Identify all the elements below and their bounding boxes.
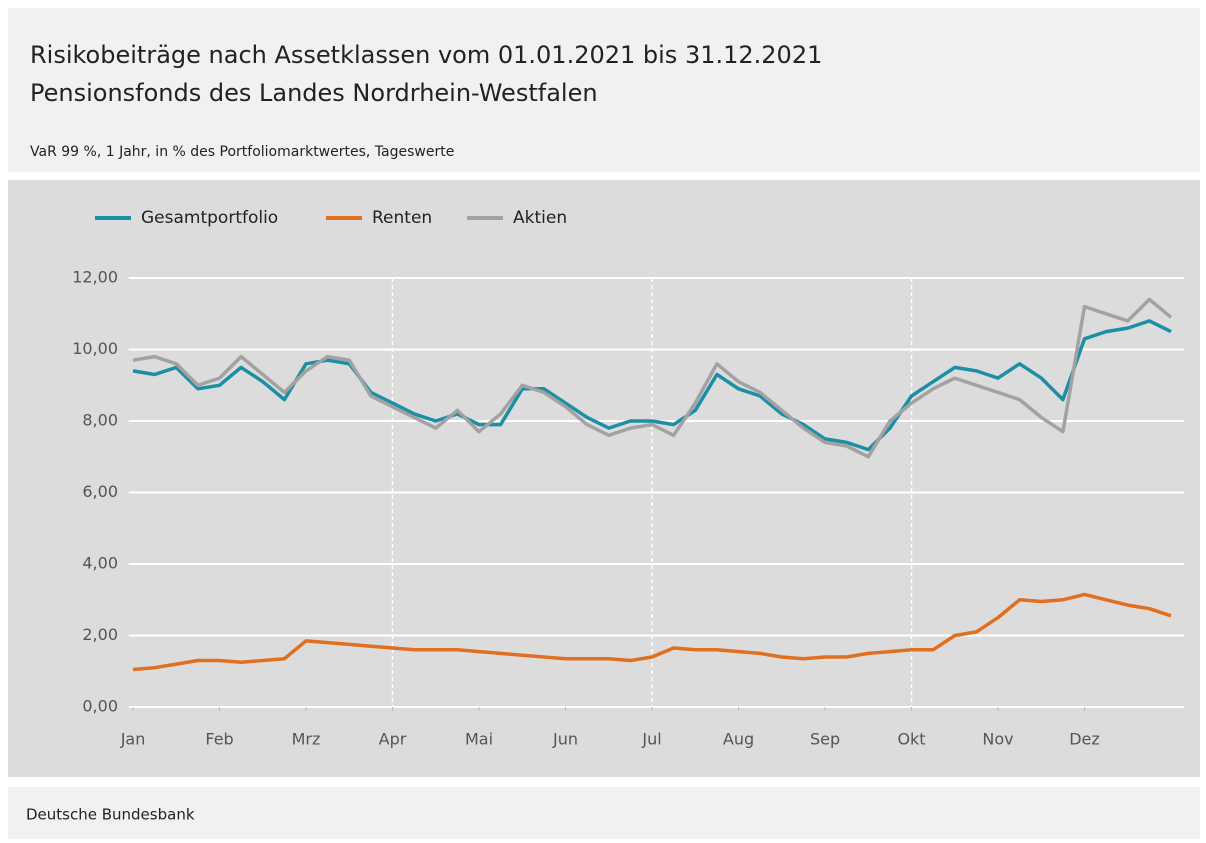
- chart-title: Risikobeiträge nach Assetklassen vom 01.…: [30, 41, 822, 69]
- x-tick-label: Mrz: [292, 730, 321, 749]
- chart-panel: [8, 180, 1200, 777]
- y-tick-label: 4,00: [82, 554, 118, 573]
- x-tick-label: Dez: [1069, 730, 1100, 749]
- series-line: [132, 319, 1172, 452]
- y-tick-label: 2,00: [82, 625, 118, 644]
- chart-subtitle: Pensionsfonds des Landes Nordrhein-Westf…: [30, 79, 598, 107]
- x-tick-label: Jan: [120, 730, 146, 749]
- source: Deutsche Bundesbank: [26, 806, 195, 824]
- legend-label: Aktien: [513, 208, 567, 228]
- y-tick-label: 8,00: [82, 411, 118, 430]
- x-tick-label: Aug: [723, 730, 754, 749]
- x-tick-label: Okt: [897, 730, 925, 749]
- footer-panel: [8, 787, 1200, 839]
- series-line: [132, 592, 1172, 672]
- legend-label: Renten: [372, 208, 432, 228]
- x-tick-label: Mai: [465, 730, 493, 749]
- header-panel: [8, 8, 1200, 172]
- y-tick-label: 10,00: [72, 339, 118, 358]
- x-tick-label: Apr: [379, 730, 407, 749]
- y-tick-label: 0,00: [82, 697, 118, 716]
- x-tick-label: Jul: [641, 730, 661, 749]
- x-tick-label: Sep: [810, 730, 840, 749]
- series-line: [132, 297, 1173, 459]
- chart-note: VaR 99 %, 1 Jahr, in % des Portfoliomark…: [30, 144, 454, 160]
- legend-label: Gesamtportfolio: [141, 208, 278, 228]
- y-tick-label: 12,00: [72, 268, 118, 287]
- x-tick-label: Nov: [982, 730, 1013, 749]
- y-tick-label: 6,00: [82, 482, 118, 501]
- x-tick-label: Feb: [205, 730, 233, 749]
- x-tick-label: Jun: [552, 730, 578, 749]
